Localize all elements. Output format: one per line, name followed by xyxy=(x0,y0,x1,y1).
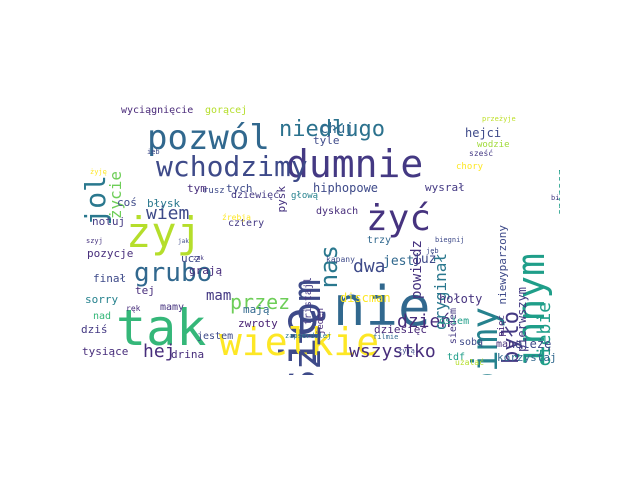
cloud-word: tych xyxy=(226,182,253,195)
cloud-word: hiphopowe xyxy=(313,181,379,195)
cloud-word: tym xyxy=(187,182,207,195)
cloud-word: źrebja xyxy=(222,213,251,222)
cloud-word: coś xyxy=(117,196,137,209)
cloud-word: wielkie xyxy=(219,320,380,364)
cloud-word: wodzie xyxy=(477,140,510,150)
cloud-word: wyciągnięcie xyxy=(121,105,194,116)
cloud-word: jak xyxy=(178,238,189,245)
cloud-word: niewyparzony xyxy=(496,225,509,305)
cloud-word: chory xyxy=(456,162,484,172)
cloud-word: hołoty xyxy=(439,292,483,306)
cloud-word: tdf xyxy=(447,352,466,363)
cloud-word: ręk xyxy=(126,304,141,313)
cloud-word: nas xyxy=(315,245,343,289)
cloud-word: gorącej xyxy=(205,105,248,116)
cloud-word: jeb xyxy=(426,247,439,255)
cloud-word: sobą xyxy=(459,337,484,348)
cloud-word: cztery xyxy=(228,218,265,229)
cloud-word: sześć xyxy=(469,149,494,158)
cloud-word: osiem xyxy=(439,316,470,327)
cloud-word: jestem xyxy=(197,331,234,342)
cloud-word: przeżyje xyxy=(482,115,516,123)
cloud-word: ieb xyxy=(147,148,160,156)
cloud-word: chuj xyxy=(320,121,354,137)
cloud-word: biegnij xyxy=(435,236,465,244)
cloud-word: korzystaj xyxy=(497,351,557,364)
cloud-word: wszystko xyxy=(349,341,436,362)
cloud-word: użalać xyxy=(455,358,484,367)
word-cloud: nietaksiędumniepozwólwielkieziomzrobimyi… xyxy=(80,105,560,375)
cloud-word: spinasz xyxy=(555,169,560,216)
cloud-word: przez xyxy=(230,290,291,314)
cloud-word: żyję xyxy=(90,168,107,176)
cloud-word: głową xyxy=(291,191,319,201)
cloud-word: mamy xyxy=(160,302,185,313)
cloud-word: dziś xyxy=(81,323,108,336)
cloud-word: błysk xyxy=(147,197,181,210)
cloud-word: filmie xyxy=(373,333,399,341)
cloud-word: kapany xyxy=(326,255,355,264)
cloud-word: wchodzimy xyxy=(156,150,308,183)
cloud-word: wysrał xyxy=(425,181,465,194)
cloud-word: tyle xyxy=(313,134,340,147)
cloud-word: zak xyxy=(193,255,204,262)
cloud-word: szyj xyxy=(86,237,103,245)
cloud-word: pięć xyxy=(497,315,507,337)
cloud-word: wiem xyxy=(146,203,190,224)
cloud-word: ucz xyxy=(181,252,201,265)
cloud-word: żyj xyxy=(126,208,202,257)
cloud-word: jest xyxy=(383,254,415,269)
cloud-word: man xyxy=(496,339,515,350)
cloud-word: mają xyxy=(243,303,270,316)
cloud-word: dyskach xyxy=(316,206,359,217)
cloud-word: dzień xyxy=(397,311,452,332)
cloud-word: zwroty xyxy=(238,317,278,330)
cloud-word: zapserdalej xyxy=(285,332,332,340)
cloud-word: pozycje xyxy=(87,247,134,260)
cloud-word: bierz xyxy=(551,194,560,202)
cloud-word: rusz xyxy=(203,186,225,196)
cloud-word: hejci xyxy=(465,126,502,140)
cloud-word: pozwól xyxy=(147,118,270,158)
cloud-word: żyją xyxy=(398,347,415,355)
cloud-word: discman xyxy=(340,291,391,305)
cloud-word: żyć xyxy=(366,198,432,239)
cloud-word: tak xyxy=(116,299,207,357)
cloud-word: finał xyxy=(93,272,127,285)
cloud-word: nie xyxy=(333,275,431,338)
cloud-word: powiedz xyxy=(409,240,425,300)
cloud-word: dziesięć xyxy=(374,323,427,336)
cloud-word: już xyxy=(413,252,437,267)
cloud-word: drina xyxy=(171,348,205,361)
cloud-word: tej xyxy=(135,284,155,297)
cloud-word: mam xyxy=(206,288,232,304)
cloud-word: pierwszym xyxy=(515,287,529,353)
cloud-word: nad xyxy=(93,311,112,322)
cloud-word: notuj xyxy=(92,215,126,228)
cloud-word: fristajl xyxy=(303,277,314,326)
cloud-word: sorry xyxy=(85,293,119,306)
cloud-word: należę xyxy=(508,337,552,351)
cloud-word: trzy xyxy=(367,235,392,246)
cloud-word: grubo xyxy=(134,258,213,288)
cloud-word: hej xyxy=(143,341,176,362)
cloud-word: dziewięć xyxy=(231,190,280,201)
cloud-word: niedługo xyxy=(279,117,385,142)
cloud-word: dwa xyxy=(353,256,386,277)
cloud-word: grają xyxy=(189,264,223,277)
cloud-word: tysiące xyxy=(82,345,129,358)
cloud-word: dumnie xyxy=(286,142,424,186)
